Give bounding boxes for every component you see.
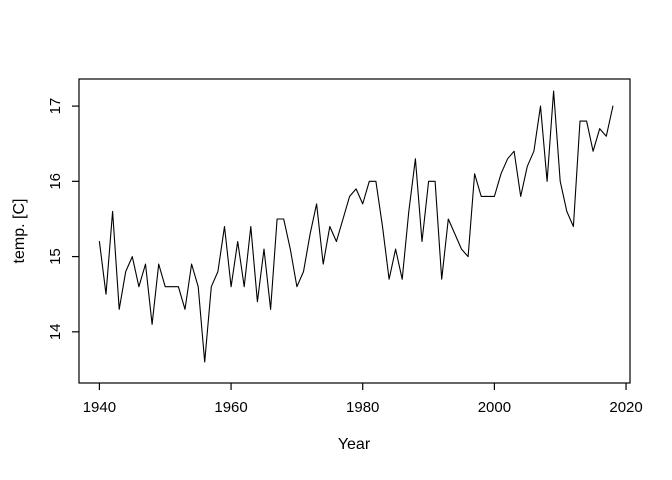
- y-tick-label: 16: [47, 173, 64, 190]
- y-tick-label: 14: [47, 323, 64, 340]
- y-tick-label: 17: [47, 98, 64, 115]
- plot-box: [78, 78, 631, 384]
- x-tick-label: 2000: [478, 399, 511, 416]
- x-tick-label: 1940: [83, 399, 116, 416]
- temperature-line: [98, 90, 614, 363]
- x-axis: 1940 1960 1980 2000 2020: [83, 383, 643, 416]
- y-axis: 14 15 16 17: [47, 98, 79, 340]
- y-axis-title: temp. [C]: [11, 199, 28, 264]
- x-axis-title: Year: [338, 436, 371, 453]
- x-tick-label: 2020: [609, 399, 642, 416]
- x-tick-label: 1960: [214, 399, 247, 416]
- y-tick-label: 15: [47, 248, 64, 265]
- x-tick-label: 1980: [346, 399, 379, 416]
